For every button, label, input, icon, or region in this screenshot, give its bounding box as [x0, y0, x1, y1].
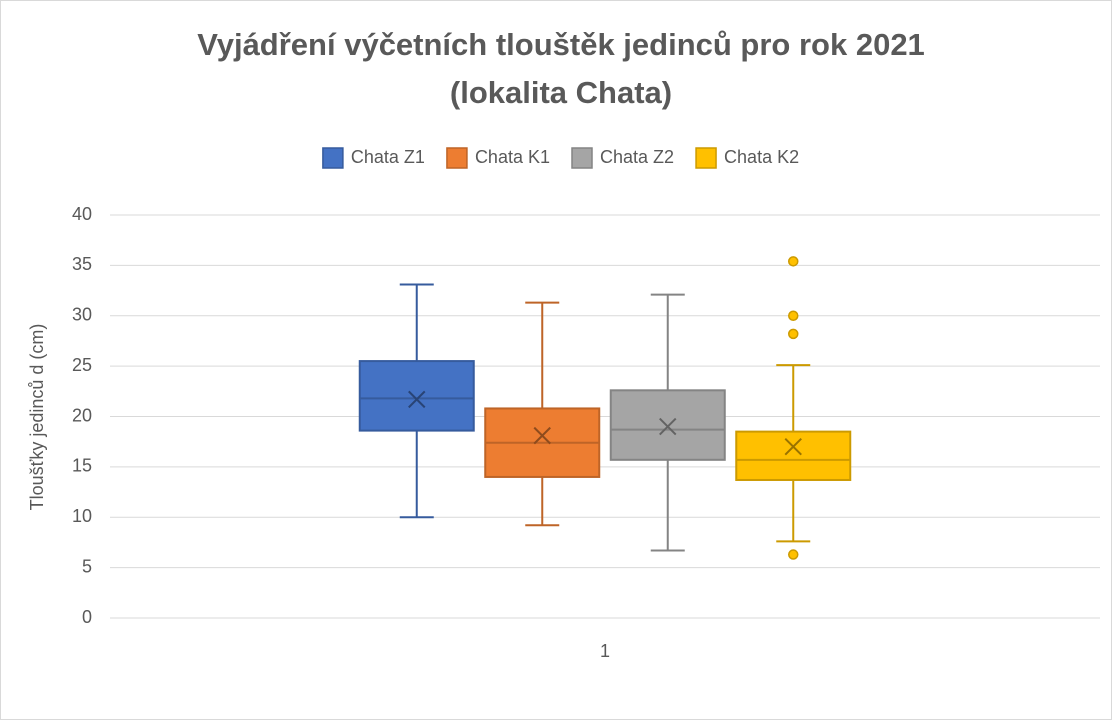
y-tick-label: 15: [72, 456, 92, 476]
legend-label: Chata Z2: [600, 147, 674, 167]
mean-marker: [408, 390, 426, 409]
chart-title: (lokalita Chata): [450, 75, 672, 110]
outlier: [788, 256, 799, 267]
outlier: [788, 328, 799, 340]
y-tick-label: 40: [72, 204, 92, 224]
y-tick-label: 10: [72, 506, 92, 526]
legend-label: Chata K2: [724, 147, 799, 167]
legend-swatch: [695, 147, 717, 169]
chart-title: Vyjádření výčetních tlouštěk jedinců pro…: [197, 27, 925, 62]
mean-marker: [784, 438, 802, 456]
box: [609, 389, 726, 461]
legend-label: Chata Z1: [351, 147, 425, 167]
box: [735, 430, 852, 481]
legend-swatch: [322, 147, 344, 169]
y-tick-label: 35: [72, 254, 92, 274]
legend-swatch: [571, 147, 593, 169]
mean-marker: [659, 417, 677, 436]
y-tick-label: 20: [72, 405, 92, 425]
y-tick-label: 30: [72, 305, 92, 325]
y-axis-label: Tloušťky jedinců d (cm): [27, 324, 47, 511]
y-tick-label: 5: [82, 556, 92, 576]
mean-marker: [533, 426, 551, 445]
x-tick-label: 1: [600, 641, 610, 661]
legend-swatch: [446, 147, 468, 169]
y-tick-label: 0: [82, 607, 92, 627]
legend-label: Chata K1: [475, 147, 550, 167]
y-tick-label: 25: [72, 355, 92, 375]
outlier: [788, 549, 799, 560]
outlier: [788, 310, 799, 321]
box: [358, 360, 475, 432]
